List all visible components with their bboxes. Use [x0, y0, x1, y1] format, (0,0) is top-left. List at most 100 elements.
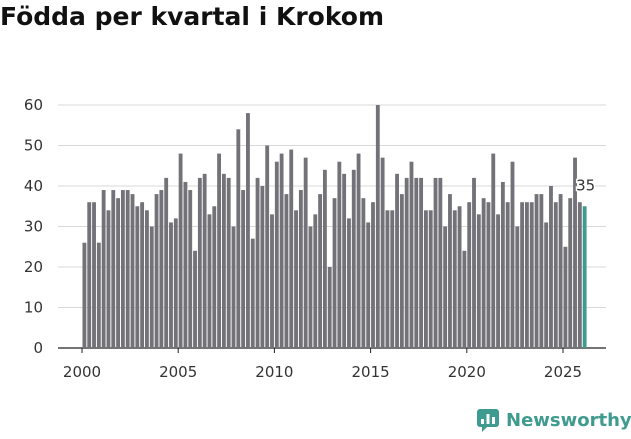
bar: [448, 194, 452, 348]
bar: [443, 226, 448, 348]
x-tick-label: 2000: [63, 363, 101, 381]
bar: [423, 210, 428, 348]
y-tick-label: 10: [24, 299, 43, 317]
bar: [385, 210, 390, 348]
x-tick-label: 2025: [544, 363, 582, 381]
bar: [183, 181, 188, 348]
bar: [428, 210, 433, 348]
bar: [207, 214, 212, 348]
bar: [520, 202, 525, 348]
bar: [265, 145, 270, 348]
bar: [145, 210, 149, 348]
bar: [563, 246, 568, 348]
bar: [188, 190, 193, 348]
y-tick-label: 50: [24, 137, 43, 155]
bar: [486, 202, 491, 348]
y-tick-label: 0: [33, 339, 43, 357]
bar: [534, 194, 539, 348]
bar: [322, 169, 327, 348]
bar: [500, 181, 505, 348]
bar: [294, 210, 298, 348]
bar: [255, 177, 260, 348]
bar: [173, 218, 178, 348]
brand-logo: Newsworthy: [476, 408, 631, 432]
x-tick-label: 2015: [352, 363, 390, 381]
x-tick-label: 2005: [159, 363, 197, 381]
bar: [270, 214, 274, 348]
bar: [510, 161, 515, 348]
bar-latest: [582, 206, 587, 348]
bar: [356, 153, 361, 348]
bar: [505, 202, 510, 348]
bar: [544, 222, 549, 348]
y-tick-label: 40: [24, 177, 43, 195]
bar: [231, 226, 236, 348]
bar: [414, 177, 419, 348]
bar: [481, 198, 486, 348]
bar: [380, 157, 385, 348]
gridlines: [58, 104, 606, 349]
bar: [202, 173, 207, 348]
bar: [298, 190, 303, 348]
bar: [164, 177, 169, 348]
bar: [371, 202, 375, 348]
bar: [284, 194, 289, 348]
bar: [96, 242, 101, 348]
bar: [476, 214, 481, 348]
bar: [452, 210, 457, 348]
bar: [313, 214, 318, 348]
bar: [457, 206, 462, 348]
bar: [529, 202, 534, 348]
bar: [92, 202, 96, 348]
bars: [82, 105, 587, 348]
bar: [577, 202, 582, 348]
bar: [116, 198, 120, 348]
bar: [308, 226, 313, 348]
bar: [399, 194, 404, 348]
bar: [250, 238, 255, 348]
bar: [154, 194, 159, 348]
bar: [101, 190, 106, 348]
x-tick-label: 2010: [255, 363, 293, 381]
bar: [178, 153, 183, 348]
bar: [159, 190, 164, 348]
bar: [351, 169, 356, 348]
bar: [337, 161, 342, 348]
bar: [236, 129, 241, 348]
bar: [332, 198, 337, 348]
bar: [197, 177, 202, 348]
bar: [472, 177, 476, 348]
bar: [404, 177, 409, 348]
bar: [342, 173, 347, 348]
bar: [226, 177, 231, 348]
chart-title: Födda per kvartal i Krokom: [0, 2, 385, 31]
bar: [87, 202, 92, 348]
bar: [193, 250, 197, 348]
bar: [303, 157, 308, 348]
bar: [130, 194, 135, 348]
bar: [390, 210, 395, 348]
bar: [549, 186, 553, 348]
bar: [246, 113, 250, 348]
bar: [347, 218, 351, 348]
bar: [82, 242, 87, 348]
bar: [462, 250, 467, 348]
bar: [217, 153, 222, 348]
brand-name: Newsworthy: [506, 409, 631, 431]
bar: [212, 206, 217, 348]
bar: [553, 202, 558, 348]
x-tick-label: 2020: [448, 363, 486, 381]
bar: [573, 157, 577, 348]
bar: [438, 177, 443, 348]
latest-value-label: 35: [576, 176, 595, 194]
bar: [140, 202, 145, 348]
bar: [433, 177, 438, 348]
bar: [375, 105, 380, 348]
bar: [241, 190, 246, 348]
bar: [419, 177, 424, 348]
bar: [318, 194, 323, 348]
bar: [366, 222, 371, 348]
bar: [558, 194, 563, 348]
bar: [106, 210, 111, 348]
